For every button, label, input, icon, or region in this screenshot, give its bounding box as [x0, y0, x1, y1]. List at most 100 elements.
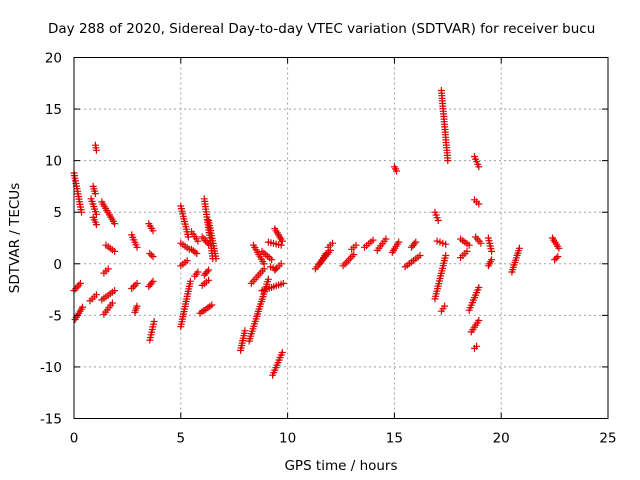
data-point — [434, 217, 442, 224]
data-point — [72, 285, 80, 293]
data-point — [393, 167, 400, 175]
data-point — [194, 237, 202, 245]
data-point — [260, 260, 268, 268]
data-point — [133, 279, 141, 287]
data-point — [442, 252, 450, 259]
data-point — [488, 247, 496, 255]
data-point — [205, 276, 213, 284]
data-point — [382, 235, 390, 243]
x-tick-label: 10 — [279, 431, 296, 447]
data-point — [278, 349, 286, 356]
data-point — [194, 268, 202, 276]
data-point — [475, 200, 483, 208]
data-point — [128, 285, 136, 292]
data-point — [193, 250, 201, 257]
data-point — [515, 244, 523, 252]
data-point — [111, 287, 119, 295]
y-axis-label: SDTVAR / TECUs — [7, 183, 23, 293]
data-point — [130, 283, 137, 291]
x-tick-label: 0 — [70, 431, 79, 447]
chart-title: Day 288 of 2020, Sidereal Day-to-day VTE… — [48, 21, 595, 37]
data-point — [277, 260, 285, 268]
data-points — [70, 87, 563, 379]
data-point — [212, 255, 220, 263]
data-point — [442, 240, 450, 248]
data-point — [264, 275, 272, 283]
plot-frame — [73, 57, 609, 419]
data-point — [279, 279, 287, 287]
data-point — [92, 221, 100, 229]
y-tick-label: -5 — [49, 308, 62, 324]
x-tick-label: 15 — [386, 431, 403, 447]
data-point — [554, 253, 562, 261]
data-point — [473, 342, 481, 350]
data-point — [488, 256, 496, 264]
data-point — [92, 210, 100, 218]
data-point — [198, 233, 206, 241]
data-point — [111, 247, 119, 255]
x-tick-label: 25 — [599, 431, 616, 447]
data-point — [475, 317, 483, 324]
data-point — [410, 240, 418, 248]
data-point — [278, 237, 286, 245]
data-point — [104, 265, 112, 273]
data-point — [444, 157, 452, 165]
data-point — [149, 227, 157, 235]
data-point — [92, 291, 100, 299]
data-point — [91, 190, 99, 198]
data-point — [73, 283, 81, 291]
axis-ticks — [73, 57, 609, 419]
data-point — [475, 284, 483, 291]
y-tick-labels: -15 -10 -5 0 5 10 15 20 — [40, 51, 62, 428]
data-point — [241, 327, 249, 335]
data-point — [150, 318, 158, 325]
data-point — [183, 257, 191, 265]
data-point — [268, 256, 276, 264]
data-point — [272, 265, 280, 273]
data-point — [146, 250, 154, 257]
data-point — [205, 266, 213, 274]
data-point — [131, 281, 139, 289]
data-point — [395, 238, 403, 246]
x-tick-label: 5 — [177, 431, 186, 447]
data-point — [369, 236, 377, 244]
y-tick-label: 10 — [45, 154, 62, 170]
data-point — [477, 239, 485, 247]
data-point — [133, 302, 141, 310]
x-axis-label: GPS time / hours — [284, 458, 397, 474]
data-point — [352, 241, 360, 249]
data-point — [184, 233, 192, 241]
data-point — [79, 303, 86, 311]
data-point — [441, 302, 449, 310]
data-point — [186, 277, 194, 285]
data-point — [465, 241, 473, 249]
data-point — [322, 250, 330, 257]
x-tick-labels: 0 5 10 15 20 25 — [70, 431, 617, 447]
data-point — [76, 279, 84, 287]
data-point — [329, 239, 336, 247]
y-tick-label: 0 — [53, 257, 62, 273]
data-point — [350, 251, 358, 258]
data-point — [111, 220, 119, 228]
y-tick-label: 5 — [53, 205, 62, 221]
data-point — [552, 254, 560, 262]
data-point — [149, 277, 157, 285]
data-point — [416, 252, 424, 259]
data-point — [147, 251, 155, 259]
x-tick-label: 20 — [493, 431, 510, 447]
data-point — [149, 253, 157, 261]
y-tick-label: -15 — [40, 412, 62, 428]
gridlines — [74, 57, 608, 419]
data-point — [148, 279, 156, 287]
data-point — [463, 247, 471, 255]
data-point — [555, 244, 563, 252]
data-point — [203, 268, 211, 276]
data-point — [75, 281, 83, 289]
data-point — [551, 256, 559, 264]
y-tick-label: -10 — [40, 360, 62, 376]
data-point — [92, 146, 100, 154]
data-point — [208, 301, 216, 309]
data-point — [133, 243, 141, 251]
data-point — [108, 299, 116, 307]
